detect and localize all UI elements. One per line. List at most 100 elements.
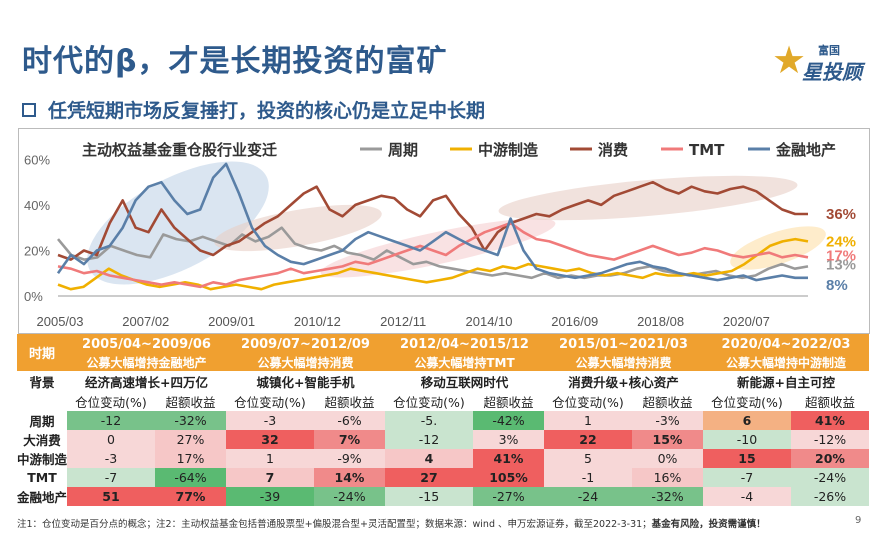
col-header-excess: 超额收益	[791, 391, 869, 411]
logo-big-text: 星投顾	[802, 60, 862, 84]
period-table: 时期 2005/04~2009/06 2009/07~2012/09 2012/04~…	[17, 334, 869, 506]
table-cell: -27%	[473, 487, 544, 506]
table-cell: 41%	[791, 411, 869, 430]
y-tick-label: 20%	[24, 243, 50, 258]
table-cell: 3%	[473, 430, 544, 449]
table-cell: 22	[544, 430, 632, 449]
industry-line-chart: 0% 20% 40% 60% 2005/03 2007/02 2009/01 2010/12 2…	[18, 128, 870, 334]
x-tick-label: 2016/09	[551, 314, 598, 329]
period-row: 时期 2005/04~2009/06 2009/07~2012/09 2012/04~…	[17, 334, 869, 371]
row-label: 金融地产	[17, 490, 67, 505]
table-cell: 41%	[473, 449, 544, 468]
table-cell: -12	[385, 430, 473, 449]
period-label: 2005/04~2009/06	[67, 334, 226, 354]
table-cell: -5.	[385, 411, 473, 430]
col-header-excess: 超额收益	[314, 391, 385, 411]
legend-label: 消费	[598, 141, 628, 159]
period-label: 2015/01~2021/03	[544, 334, 703, 354]
period-label: 2009/07~2012/09	[226, 334, 385, 354]
table-cell: 5	[544, 449, 632, 468]
table-row: TMT -7 -64% 7 14% 27 105% -1 16% -7 -24%	[17, 468, 869, 487]
period-background: 消费升级+核心资产	[544, 371, 703, 391]
chart-frame	[18, 128, 870, 334]
series-end-label: 8%	[826, 277, 848, 294]
table-cell: -9%	[314, 449, 385, 468]
series-end-label: 17%	[826, 247, 856, 264]
row-label: TMT	[27, 470, 57, 485]
footnote-text: 注1：仓位变动是百分点的概念；注2：主动权益基金包括普通股票型+偏股混合型+灵活…	[17, 519, 652, 530]
y-tick-label: 60%	[24, 152, 50, 167]
row-label: 大消费	[23, 433, 61, 448]
table-row: 大消费 0 27% 32 7% -12 3% 22 15% -10 -12%	[17, 430, 869, 449]
row-label: 中游制造	[17, 452, 67, 467]
table-cell: -4	[703, 487, 791, 506]
period-label: 2020/04~2022/03	[703, 334, 869, 354]
table-cell: -12	[67, 411, 155, 430]
legend-label: TMT	[689, 141, 725, 159]
table-cell: -64%	[155, 468, 226, 487]
row-label: 周期	[29, 414, 55, 429]
x-tick-label: 2020/07	[723, 314, 770, 329]
series-end-label: 24%	[826, 233, 856, 250]
table-cell: -12%	[791, 430, 869, 449]
x-tick-label: 2018/08	[637, 314, 684, 329]
logo-small-text: 富国	[818, 44, 840, 57]
legend-label: 中游制造	[478, 141, 538, 159]
y-tick-label: 40%	[24, 198, 50, 213]
y-tick-label: 0%	[24, 289, 43, 304]
period-background: 新能源+自主可控	[703, 371, 869, 391]
period-theme: 公募大幅增持消费	[544, 354, 703, 371]
col-header-position: 仓位变动(%)	[226, 391, 314, 411]
table-cell: -32%	[155, 411, 226, 430]
table-cell: -15	[385, 487, 473, 506]
series-line-TMT	[57, 221, 809, 289]
star-icon: ★	[772, 38, 807, 82]
table-cell: -24%	[314, 487, 385, 506]
period-background: 经济高速增长+四万亿	[67, 371, 226, 391]
table-cell: -32%	[632, 487, 703, 506]
table-cell: 1	[544, 411, 632, 430]
band-consumer-1	[214, 204, 382, 252]
col-header-excess: 超额收益	[632, 391, 703, 411]
x-tick-label: 2007/02	[122, 314, 169, 329]
table-cell: 16%	[632, 468, 703, 487]
page-number: 9	[855, 515, 862, 526]
x-tick-label: 2005/03	[37, 314, 84, 329]
risk-warning: 基金有风险，投资需谨慎！	[651, 519, 766, 530]
x-tick-label: 2014/10	[466, 314, 513, 329]
table-cell: 7	[226, 468, 314, 487]
table-cell: 27	[385, 468, 473, 487]
series-end-label: 13%	[826, 256, 856, 273]
table-row: 金融地产 51 77% -39 -24% -15 -27% -24 -32% -4 -26%	[17, 487, 869, 506]
page-title: 时代的β，才是长期投资的富矿	[22, 44, 448, 79]
table-cell: 20%	[791, 449, 869, 468]
table-cell: 0	[67, 430, 155, 449]
col-header-position: 仓位变动(%)	[703, 391, 791, 411]
period-theme: 公募大幅增持中游制造	[703, 354, 869, 371]
period-header-cell: 时期	[17, 334, 67, 371]
table-cell: 6	[703, 411, 791, 430]
period-theme: 公募大幅增持消费	[226, 354, 385, 371]
table-cell: 15%	[632, 430, 703, 449]
col-header-position: 仓位变动(%)	[385, 391, 473, 411]
table-cell: -24%	[791, 468, 869, 487]
corner-cell	[17, 391, 67, 411]
series-line-金融地产	[56, 162, 808, 282]
series-line-消费	[57, 180, 808, 261]
period-theme: 公募大幅增持金融地产	[67, 354, 226, 371]
period-background: 城镇化+智能手机	[226, 371, 385, 391]
table-cell: 15	[703, 449, 791, 468]
col-header-position: 仓位变动(%)	[67, 391, 155, 411]
table-cell: -3%	[632, 411, 703, 430]
table-cell: -10	[703, 430, 791, 449]
footnote: 注1：仓位变动是百分点的概念；注2：主动权益基金包括普通股票型+偏股混合型+灵活…	[17, 516, 766, 530]
series-end-label: 36%	[826, 206, 856, 223]
band-consumer-2	[498, 175, 798, 221]
background-row: 背景 经济高速增长+四万亿 城镇化+智能手机 移动互联网时代 消费升级+核心资产 新能源+…	[17, 371, 869, 391]
table-cell: 51	[67, 487, 155, 506]
period-theme: 公募大幅增持TMT	[385, 354, 544, 371]
table-row: 周期 -12 -32% -3 -6% -5. -42% 1 -3% 6 41%	[17, 411, 869, 430]
table-cell: -7	[67, 468, 155, 487]
table-cell: 77%	[155, 487, 226, 506]
table-cell: 4	[385, 449, 473, 468]
